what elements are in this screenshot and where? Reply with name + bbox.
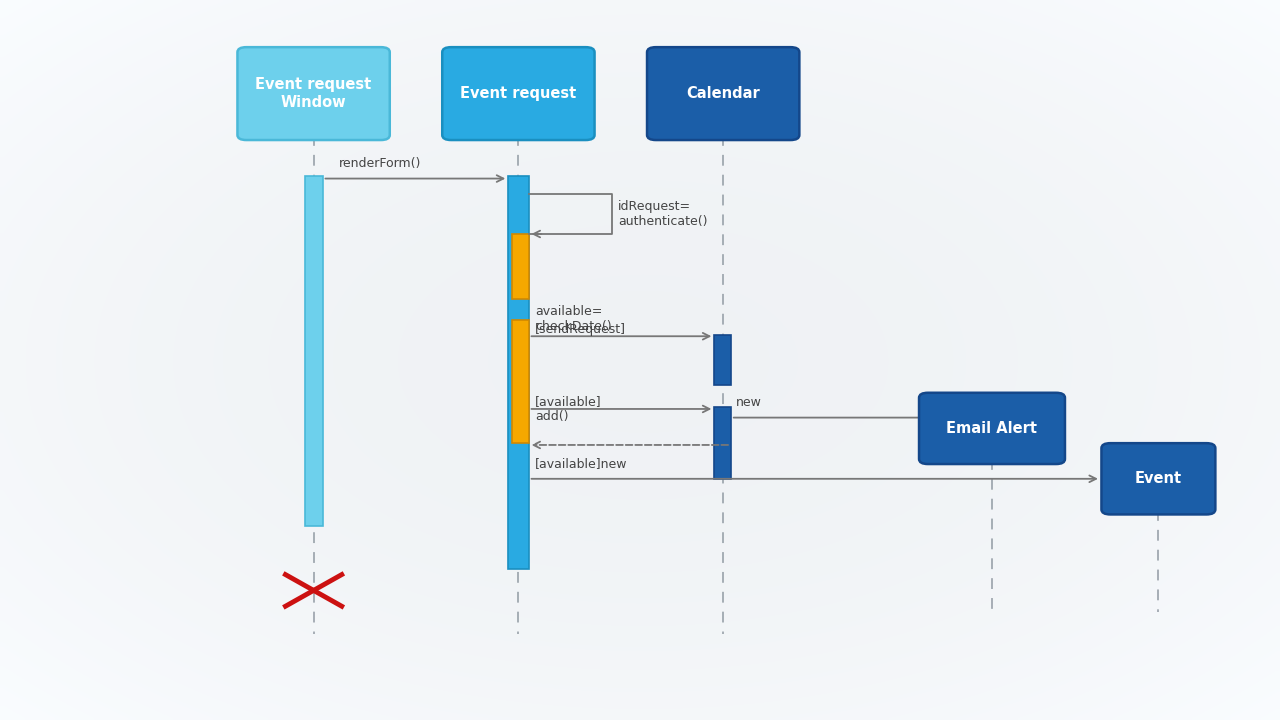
Text: [sendRequest]: [sendRequest] xyxy=(535,323,626,336)
FancyBboxPatch shape xyxy=(238,47,389,140)
Text: Event request
Window: Event request Window xyxy=(256,77,371,110)
Bar xyxy=(714,407,731,479)
Bar xyxy=(508,176,529,569)
FancyBboxPatch shape xyxy=(646,47,799,140)
Text: Event: Event xyxy=(1135,472,1181,486)
Bar xyxy=(305,176,323,526)
Text: [available]new: [available]new xyxy=(535,457,627,470)
Bar xyxy=(714,335,731,385)
FancyBboxPatch shape xyxy=(919,393,1065,464)
Bar xyxy=(512,320,529,443)
Text: Event request: Event request xyxy=(461,86,576,101)
Text: renderForm(): renderForm() xyxy=(339,157,421,170)
Text: idRequest=
authenticate(): idRequest= authenticate() xyxy=(618,200,708,228)
Text: [available]
add(): [available] add() xyxy=(535,395,602,423)
Text: Calendar: Calendar xyxy=(686,86,760,101)
Text: available=
checkDate(): available= checkDate() xyxy=(535,305,612,333)
Bar xyxy=(512,234,529,299)
Text: Email Alert: Email Alert xyxy=(946,421,1038,436)
Text: new: new xyxy=(736,396,762,409)
FancyBboxPatch shape xyxy=(443,47,595,140)
FancyBboxPatch shape xyxy=(1101,444,1216,515)
